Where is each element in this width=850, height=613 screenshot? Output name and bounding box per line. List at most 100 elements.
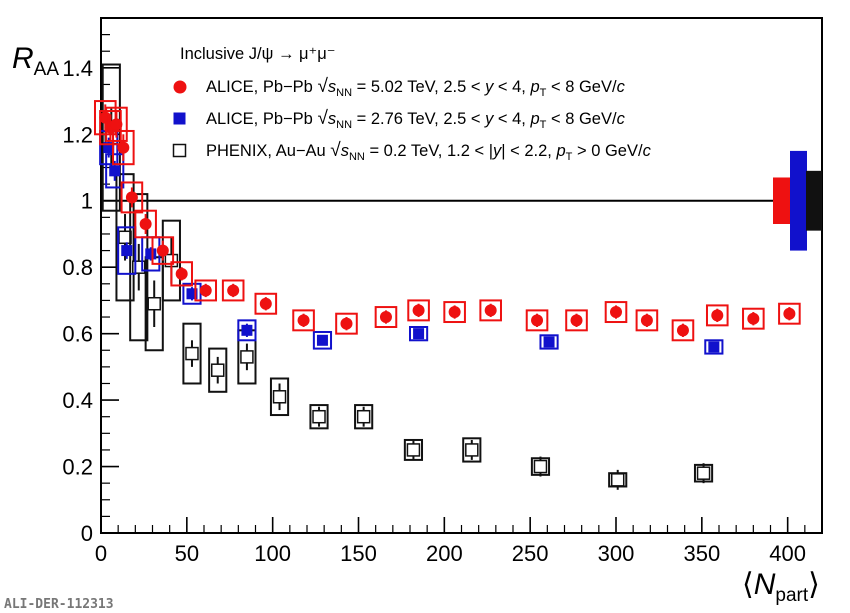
systematic-box xyxy=(182,322,202,385)
legend-label-part: NN xyxy=(349,151,365,163)
x-axis-title: ⟨Npart⟩ xyxy=(742,568,820,606)
legend-label-part: < 4, xyxy=(493,110,530,128)
systematic-box xyxy=(120,181,144,214)
data-point xyxy=(210,363,225,377)
figure-credit: ALI-DER-112313 xyxy=(4,597,114,612)
systematic-box xyxy=(170,261,193,287)
data-point xyxy=(406,443,421,457)
legend-label-part: = 0.2 TeV, 1.2 < | xyxy=(365,142,493,160)
data-point xyxy=(783,307,796,320)
data-point xyxy=(640,314,653,327)
legend-label: ALICE, Pb−Pb √sNN = 5.02 TeV, 2.5 < y < … xyxy=(206,76,626,99)
x-tick-label: 150 xyxy=(340,541,377,566)
legend-label-part: p xyxy=(555,142,565,160)
data-point xyxy=(241,324,253,336)
systematic-box xyxy=(335,312,358,335)
systematic-box xyxy=(254,292,278,315)
data-point xyxy=(747,312,760,325)
data-point xyxy=(227,284,240,297)
legend-label-part: T xyxy=(566,151,573,163)
x-axis-title-main: N xyxy=(754,568,776,601)
y-tick-label: 0 xyxy=(81,521,93,546)
systematic-box xyxy=(409,326,429,342)
legend-label-part: ALICE, Pb−Pb xyxy=(206,78,317,96)
data-point xyxy=(312,409,326,424)
data-point xyxy=(147,296,161,311)
axis-ticks: 0 50 100 150 200 250 300 350 400 0 0.2 0.4 0.6 0.8 1 1.… xyxy=(62,17,823,566)
legend-label-part: > 0 GeV/ xyxy=(572,142,643,160)
y-tick-label: 0.6 xyxy=(62,322,93,347)
systematic-box xyxy=(117,226,137,275)
systematic-box xyxy=(115,173,135,302)
data-point xyxy=(570,314,583,327)
data-point xyxy=(413,328,425,340)
systematic-box xyxy=(309,404,329,430)
x-axis-title-close: ⟩ xyxy=(808,568,820,601)
systematic-box xyxy=(194,279,218,302)
systematic-box xyxy=(269,377,290,417)
legend-title: Inclusive J/ψ → μ⁺μ⁻ xyxy=(180,45,335,63)
x-axis-title-sub: part xyxy=(775,585,808,606)
legend: Inclusive J/ψ → μ⁺μ⁻ ALICE, Pb−Pb √sNN =… xyxy=(172,45,652,163)
legend-marker xyxy=(173,112,186,125)
legend-label-part: = 5.02 TeV, 2.5 < xyxy=(352,78,485,96)
y-axis-title-main: R xyxy=(12,42,34,75)
legend-label: ALICE, Pb−Pb √sNN = 2.76 TeV, 2.5 < y < … xyxy=(206,108,626,131)
legend-label-part: y xyxy=(484,78,495,96)
x-tick-label: 200 xyxy=(426,541,463,566)
systematic-box xyxy=(407,299,430,322)
legend-label-part: √ xyxy=(317,108,328,129)
data-point xyxy=(356,409,371,424)
data-point xyxy=(110,118,123,131)
legend-label-part: y xyxy=(484,110,495,128)
data-point xyxy=(543,336,555,348)
legend-label-part: √ xyxy=(317,76,328,97)
legend-label-part: s xyxy=(328,110,336,128)
x-tick-label: 0 xyxy=(95,541,107,566)
systematic-box xyxy=(134,209,157,239)
x-axis-title-open: ⟨ xyxy=(742,568,754,601)
legend-marker xyxy=(172,143,187,158)
y-tick-label: 1.2 xyxy=(62,122,93,147)
y-axis-title: RAA xyxy=(12,42,59,80)
legend-label-part: = 2.76 TeV, 2.5 < xyxy=(352,110,485,128)
x-tick-label: 250 xyxy=(512,541,549,566)
legend-entries: ALICE, Pb−Pb √sNN = 5.02 TeV, 2.5 < y < … xyxy=(172,76,652,163)
data-point xyxy=(448,306,461,319)
series-0-points xyxy=(93,100,801,342)
global-uncertainty-box xyxy=(773,177,790,224)
y-tick-label: 0.8 xyxy=(62,255,93,280)
data-point xyxy=(199,284,212,297)
legend-label-part: √ xyxy=(330,140,341,161)
legend-label-part: p xyxy=(529,110,539,128)
data-point xyxy=(340,317,353,330)
data-point xyxy=(121,245,133,257)
legend-label-part: s xyxy=(341,142,349,160)
data-point xyxy=(610,473,625,487)
data-point xyxy=(272,390,287,404)
legend-label-part: y xyxy=(492,142,503,160)
data-point xyxy=(175,267,188,280)
systematic-box xyxy=(525,309,549,332)
data-point xyxy=(711,309,724,322)
legend-label-part: < 8 GeV/ xyxy=(546,110,617,128)
data-marks xyxy=(93,63,801,490)
data-point xyxy=(103,142,115,154)
systematic-box xyxy=(312,330,333,350)
systematic-box xyxy=(208,347,228,393)
data-point xyxy=(412,304,425,317)
systematic-box xyxy=(105,153,125,189)
systematic-box xyxy=(704,339,724,355)
systematic-box xyxy=(105,106,128,142)
data-point xyxy=(708,341,720,353)
legend-label-part: | < 2.2, xyxy=(501,142,556,160)
data-point xyxy=(139,218,152,230)
data-point xyxy=(676,324,689,337)
systematic-box xyxy=(604,301,628,324)
y-tick-label: 0.4 xyxy=(62,388,93,413)
global-uncertainty-box xyxy=(806,170,822,231)
data-point xyxy=(186,288,198,300)
y-tick-label: 0.2 xyxy=(62,455,93,480)
x-tick-label: 50 xyxy=(175,541,199,566)
systematic-box xyxy=(374,306,398,328)
